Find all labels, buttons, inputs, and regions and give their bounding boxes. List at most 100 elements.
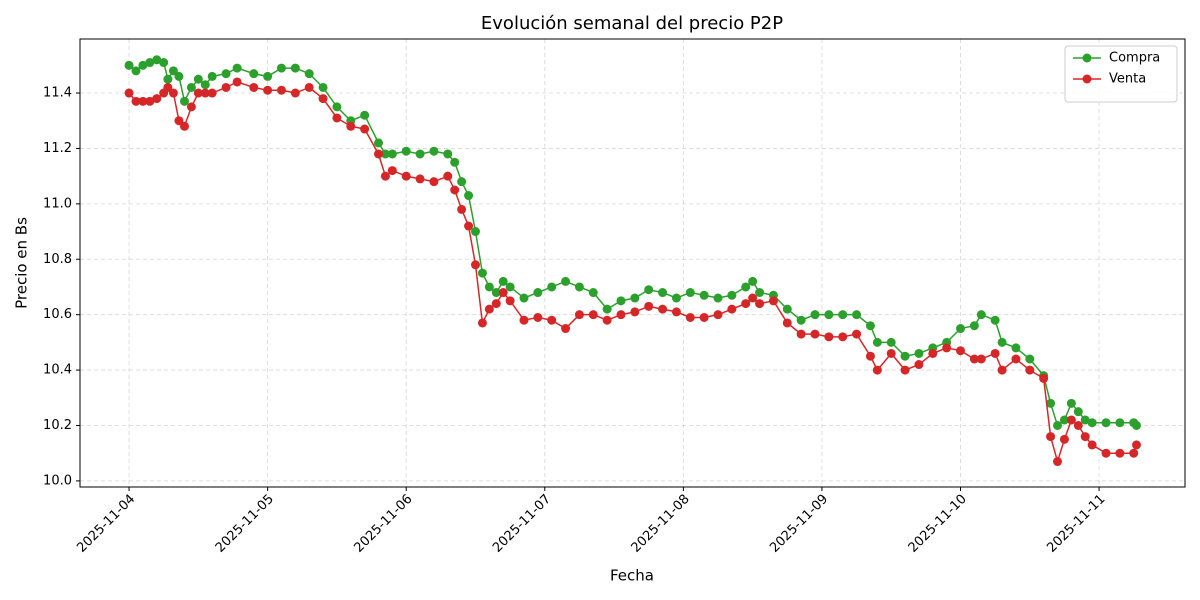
- x-tick-label: 2025-11-11: [1044, 492, 1108, 556]
- data-point: [886, 348, 896, 358]
- data-point: [263, 71, 273, 81]
- data-point: [574, 310, 584, 320]
- data-point: [415, 174, 425, 184]
- data-point: [477, 268, 487, 278]
- data-point: [1053, 420, 1063, 430]
- data-point: [574, 282, 584, 292]
- data-point: [401, 171, 411, 181]
- data-point: [200, 80, 210, 90]
- data-point: [533, 288, 543, 298]
- data-point: [464, 191, 474, 201]
- data-point: [221, 82, 231, 92]
- data-point: [1087, 440, 1097, 450]
- data-point: [163, 82, 173, 92]
- data-point: [124, 88, 134, 98]
- x-tick-label: 2025-11-07: [490, 492, 554, 556]
- data-point: [699, 290, 709, 300]
- data-point: [990, 348, 1000, 358]
- data-point: [914, 348, 924, 358]
- data-point: [685, 312, 695, 322]
- data-point: [221, 69, 231, 79]
- data-point: [810, 329, 820, 339]
- data-point: [457, 204, 467, 214]
- data-point: [630, 293, 640, 303]
- data-point: [304, 82, 314, 92]
- series-line: [128, 58, 1138, 427]
- data-point: [644, 285, 654, 295]
- legend-marker: [1082, 53, 1092, 63]
- data-point: [159, 58, 169, 68]
- data-point: [900, 365, 910, 375]
- data-point: [865, 351, 875, 361]
- data-point: [477, 318, 487, 328]
- data-point: [1115, 448, 1125, 458]
- data-point: [727, 290, 737, 300]
- data-point: [1101, 448, 1111, 458]
- data-point: [332, 102, 342, 112]
- data-point: [174, 116, 184, 126]
- data-point: [505, 296, 515, 306]
- data-point: [782, 304, 792, 314]
- data-point: [616, 296, 626, 306]
- data-point: [443, 149, 453, 159]
- data-point: [741, 299, 751, 309]
- data-point: [658, 288, 668, 298]
- data-point: [547, 315, 557, 325]
- data-point: [1039, 373, 1049, 383]
- data-point: [387, 166, 397, 176]
- data-point: [1087, 418, 1097, 428]
- data-point: [796, 329, 806, 339]
- data-point: [450, 157, 460, 167]
- chart-title: Evolución semanal del precio P2P: [481, 13, 783, 34]
- legend-marker: [1082, 74, 1092, 84]
- data-point: [1073, 420, 1083, 430]
- y-axis-label: Precio en Bs: [13, 217, 31, 309]
- data-point: [588, 288, 598, 298]
- data-point: [484, 282, 494, 292]
- data-point: [1059, 415, 1069, 425]
- data-point: [838, 310, 848, 320]
- data-point: [942, 343, 952, 353]
- data-point: [138, 96, 148, 106]
- y-tick-label: 10.8: [43, 252, 72, 267]
- data-point: [373, 149, 383, 159]
- data-point: [519, 293, 529, 303]
- data-point: [1129, 448, 1139, 458]
- data-point: [872, 365, 882, 375]
- data-point: [755, 288, 765, 298]
- data-point: [602, 304, 612, 314]
- data-point: [1115, 418, 1125, 428]
- data-point: [373, 138, 383, 148]
- data-point: [644, 301, 654, 311]
- data-point: [1080, 415, 1090, 425]
- data-point: [360, 124, 370, 134]
- data-point: [741, 282, 751, 292]
- data-point: [491, 288, 501, 298]
- plot-frame: [79, 38, 1186, 488]
- y-tick-label: 10.2: [43, 418, 72, 433]
- data-point: [824, 310, 834, 320]
- y-tick-label: 10.0: [43, 473, 72, 488]
- y-tick-label: 11.2: [43, 141, 72, 156]
- data-point: [976, 354, 986, 364]
- data-point: [755, 299, 765, 309]
- data-point: [152, 55, 162, 65]
- data-point: [401, 146, 411, 156]
- data-point: [519, 315, 529, 325]
- data-point: [969, 321, 979, 331]
- data-point: [810, 310, 820, 320]
- data-point: [699, 312, 709, 322]
- data-point: [450, 185, 460, 195]
- data-point: [429, 146, 439, 156]
- data-point: [498, 276, 508, 286]
- data-point: [498, 288, 508, 298]
- data-point: [332, 113, 342, 123]
- data-point: [1059, 434, 1069, 444]
- data-point: [976, 310, 986, 320]
- data-point: [956, 346, 966, 356]
- data-point: [630, 307, 640, 317]
- data-point: [484, 304, 494, 314]
- y-tick-label: 10.6: [43, 307, 72, 322]
- x-tick-label: 2025-11-10: [906, 492, 970, 556]
- data-point: [997, 337, 1007, 347]
